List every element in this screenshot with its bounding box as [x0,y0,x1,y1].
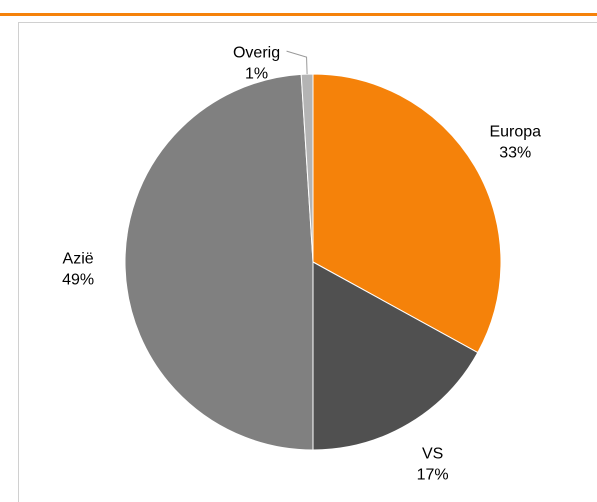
header-rule [0,13,597,16]
pie-slice [312,73,502,354]
pie-slice [124,73,314,451]
data-label-value: 33% [499,145,531,162]
data-label-name: VS [422,445,443,462]
data-label-value: 49% [62,272,94,289]
pie-slice [300,73,314,263]
data-label-name: Azië [63,251,94,268]
leader-line [286,50,308,75]
data-label-value: 17% [417,466,449,483]
data-label-name: Europa [489,124,541,141]
pie-slice [312,261,479,451]
data-label-name: Overig [233,44,280,61]
data-label-value: 1% [245,65,268,82]
